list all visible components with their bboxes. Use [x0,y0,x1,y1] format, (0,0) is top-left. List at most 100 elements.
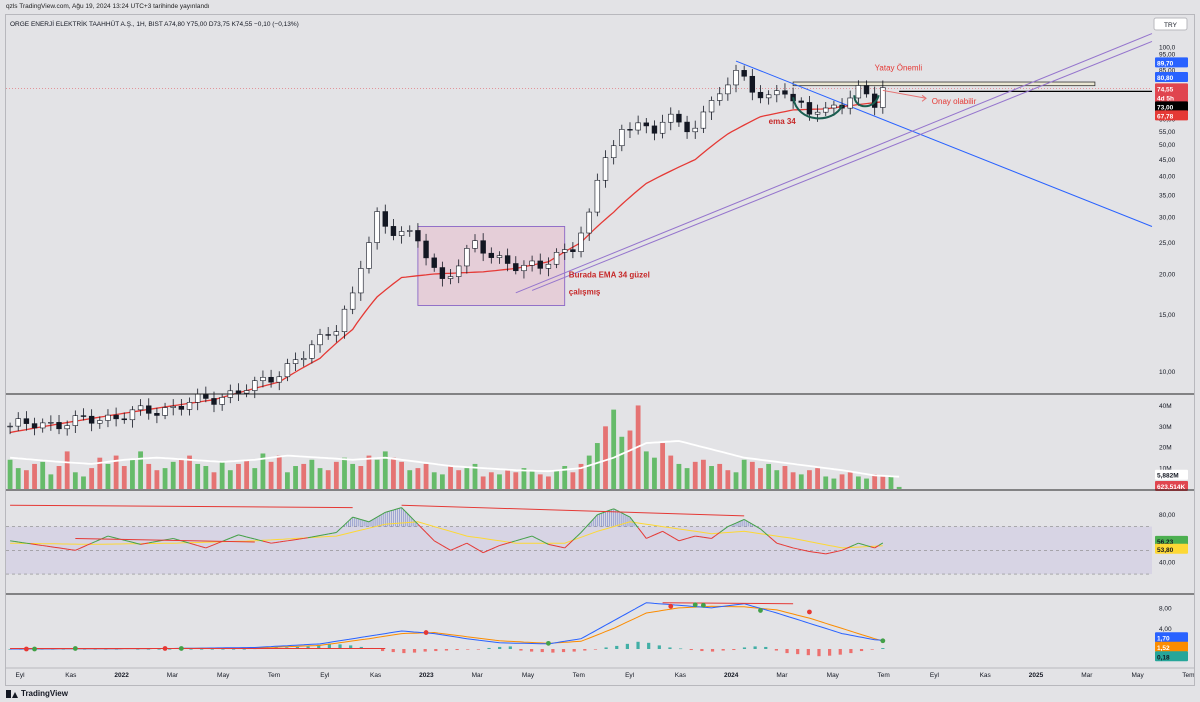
rsi-segment [352,516,357,519]
volume-bar [236,463,241,489]
macd-cross-marker [668,603,674,609]
macd-histogram-bar [402,649,406,654]
macd-histogram-bar [306,646,310,649]
time-tick-label: Kas [675,672,687,679]
volume-bar [798,474,804,489]
price-tick-label: 30,00 [1159,214,1176,221]
rsi-label-0: 56,23 [1157,539,1174,546]
rsi-segment [470,545,476,549]
macd-histogram-bar [444,649,449,651]
volume-bar [554,470,559,489]
rsi-segment [54,546,60,549]
rsi-segment [328,532,333,535]
chart-frame[interactable]: ORGE ENERJİ ELEKTRİK TAAHHÜT A.Ş., 1H, B… [5,14,1195,686]
time-tick-label: Tem [573,672,585,679]
currency-button[interactable]: TRY [1153,17,1188,31]
price-label-0: 89,70 [1157,60,1174,67]
macd-line [10,602,883,650]
rsi-segment [291,539,296,541]
time-tick-label: 2022 [114,672,129,679]
tradingview-icon [6,689,18,698]
rsi-segment [397,507,402,510]
price-label-4: 73,00 [1157,104,1174,111]
macd-cross-marker [72,646,78,651]
price-label-0-bg [1155,57,1188,68]
rsi-signal-line [10,521,883,549]
price-axis[interactable]: 100,095,0090,0085,0080,0075,0070,0065,00… [1155,44,1188,662]
onay-arrow [882,89,927,99]
macd-histogram-bar [530,649,534,652]
volume-bar [252,468,258,489]
price-label-3: 4d 5h [1157,95,1174,102]
volume-bar [382,451,388,489]
rsi-segment [58,547,64,550]
macd-histogram-bar [136,649,140,650]
macd-pane[interactable] [8,602,886,657]
rsi-segment [287,539,292,542]
candle-body [880,87,886,108]
rsi-segment [650,534,655,538]
rsi-segment [662,530,667,535]
price-tick-label: 45,00 [1159,157,1176,164]
candle-body [129,409,136,421]
candle-body [341,308,348,332]
rsi-segment [678,539,684,542]
macd-label-1: 1,52 [1157,645,1170,652]
volume-bar [758,468,763,489]
volume-bar [807,470,812,489]
volume-bar [676,463,682,489]
time-tick-label: Mar [776,672,788,679]
rsi-segment [862,543,867,547]
rsi-segment [10,540,15,542]
macd-histogram-bar [859,649,864,652]
macd-histogram-bar [476,649,480,650]
candle-body [40,422,46,429]
rsi-segment [719,529,725,533]
rsi-segment [462,542,468,546]
currency-button-label[interactable]: TRY [1164,22,1178,29]
volume-bar [301,463,307,489]
volume-bar [529,470,535,489]
macd-histogram-bar [870,649,874,650]
chart-canvas[interactable]: ORGE ENERJİ ELEKTRİK TAAHHÜT A.Ş., 1H, B… [6,15,1195,685]
price-pane[interactable]: Yatay Önemli Onay olabilir ema 34 Burada EM… [6,33,1153,436]
tradingview-logo[interactable]: TradingView [6,689,68,698]
volume-bar [293,466,298,489]
volume-bar [546,476,551,489]
macd-tick-label: 8,00 [1159,605,1172,612]
candle-body [619,129,625,147]
volume-bar [423,463,429,489]
volume-bar [105,463,111,489]
volume-pane[interactable] [7,405,902,489]
macd-histogram-bar [796,649,800,655]
rsi-pane[interactable] [6,504,1152,575]
rsi-segment [42,545,47,547]
candle-body [765,94,772,99]
volume-tick-label: 40M [1159,403,1172,410]
macd-histogram-bar [742,647,747,649]
volume-bar [268,461,274,489]
time-tick-label: May [522,672,535,679]
candle-body [260,376,266,382]
rsi-segment [250,537,255,540]
rsi-divergence-line [401,504,745,517]
candle-body [659,121,666,134]
volume-bar [219,461,225,489]
rsi-segment [637,527,643,534]
rsi-tick-label: 40,00 [1159,560,1176,567]
macd-label-2: 0,18 [1157,654,1170,661]
time-tick-label: Kas [370,672,382,679]
candle-body [700,111,707,129]
candle-body [137,405,144,411]
rsi-segment [584,523,590,529]
macd-histogram-bar [104,649,108,650]
macd-cross-marker [700,602,706,608]
rsi-segment [793,547,798,550]
candle-body [513,263,519,272]
macd-histogram-bar [498,646,502,649]
volume-bar [896,486,902,489]
rsi-segment [83,544,88,548]
macd-cross-marker [807,609,812,615]
macd-histogram-bar [412,649,417,653]
candle-body [733,70,739,86]
